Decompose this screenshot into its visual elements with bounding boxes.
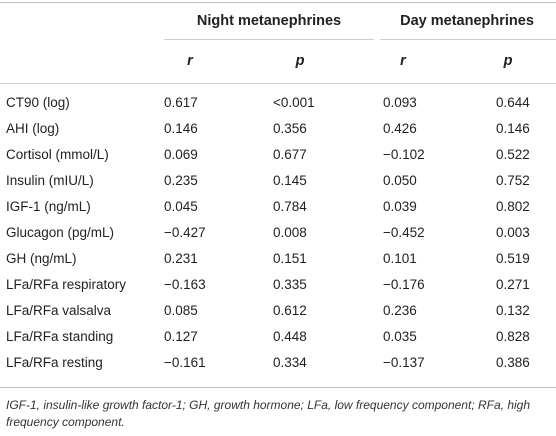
night-p-cell: 0.784 (273, 199, 307, 214)
subheader-day-r: r (400, 53, 406, 69)
night-r-cell: −0.163 (164, 277, 206, 292)
table-row: CT90 (log) 0.617 <0.001 0.093 0.644 (0, 95, 556, 121)
table-row: LFa/RFa respiratory −0.163 0.335 −0.176 … (0, 277, 556, 303)
row-label: IGF-1 (ng/mL) (6, 199, 91, 214)
night-p-cell: 0.008 (273, 225, 307, 240)
day-r-cell: 0.236 (383, 303, 417, 318)
day-r-cell: −0.137 (383, 355, 425, 370)
table-row: LFa/RFa resting −0.161 0.334 −0.137 0.38… (0, 355, 556, 381)
day-p-cell: 0.519 (496, 251, 530, 266)
night-r-cell: 0.231 (164, 251, 198, 266)
row-label: Glucagon (pg/mL) (6, 225, 115, 240)
table-top-rule (0, 2, 556, 3)
table-row: LFa/RFa valsalva 0.085 0.612 0.236 0.132 (0, 303, 556, 329)
night-r-cell: −0.427 (164, 225, 206, 240)
subheader-night-p: p (295, 53, 305, 69)
day-r-cell: −0.102 (383, 147, 425, 162)
day-p-cell: 0.003 (496, 225, 530, 240)
night-r-cell: −0.161 (164, 355, 206, 370)
day-p-cell: 0.146 (496, 121, 530, 136)
table-row: Insulin (mIU/L) 0.235 0.145 0.050 0.752 (0, 173, 556, 199)
day-r-cell: 0.093 (383, 95, 417, 110)
table-row: LFa/RFa standing 0.127 0.448 0.035 0.828 (0, 329, 556, 355)
row-label: LFa/RFa resting (6, 355, 103, 370)
night-p-cell: 0.677 (273, 147, 307, 162)
row-label: CT90 (log) (6, 95, 70, 110)
table-row: Glucagon (pg/mL) −0.427 0.008 −0.452 0.0… (0, 225, 556, 251)
day-r-cell: −0.452 (383, 225, 425, 240)
day-p-cell: 0.271 (496, 277, 530, 292)
night-p-cell: 0.448 (273, 329, 307, 344)
table-bottom-rule (0, 387, 556, 388)
row-label: AHI (log) (6, 121, 60, 136)
row-label: LFa/RFa valsalva (6, 303, 112, 318)
day-r-cell: 0.050 (383, 173, 417, 188)
day-r-cell: 0.039 (383, 199, 417, 214)
day-r-cell: 0.035 (383, 329, 417, 344)
row-label: Cortisol (mmol/L) (6, 147, 109, 162)
header-bottom-rule (0, 83, 556, 84)
day-r-cell: 0.101 (383, 251, 417, 266)
subheader-day-p: p (503, 53, 513, 69)
row-label: Insulin (mIU/L) (6, 173, 94, 188)
day-p-cell: 0.828 (496, 329, 530, 344)
night-p-cell: 0.356 (273, 121, 307, 136)
night-r-cell: 0.235 (164, 173, 198, 188)
row-label: LFa/RFa respiratory (6, 277, 127, 292)
subheader-night-r: r (187, 53, 193, 69)
night-p-cell: 0.334 (273, 355, 307, 370)
night-r-cell: 0.146 (164, 121, 198, 136)
table-footnote: IGF-1, insulin-like growth factor-1; GH,… (6, 398, 531, 429)
night-r-cell: 0.617 (164, 95, 198, 110)
group-underline-night (164, 39, 374, 40)
night-p-cell: 0.335 (273, 277, 307, 292)
night-r-cell: 0.127 (164, 329, 198, 344)
night-p-cell: 0.145 (273, 173, 307, 188)
day-p-cell: 0.752 (496, 173, 530, 188)
day-r-cell: 0.426 (383, 121, 417, 136)
day-p-cell: 0.644 (496, 95, 530, 110)
table-row: IGF-1 (ng/mL) 0.045 0.784 0.039 0.802 (0, 199, 556, 225)
night-p-cell: 0.151 (273, 251, 307, 266)
row-label: GH (ng/mL) (6, 251, 77, 266)
group-header-night: Night metanephrines (196, 13, 342, 29)
table-row: Cortisol (mmol/L) 0.069 0.677 −0.102 0.5… (0, 147, 556, 173)
night-p-cell: <0.001 (273, 95, 315, 110)
night-r-cell: 0.069 (164, 147, 198, 162)
day-p-cell: 0.386 (496, 355, 530, 370)
night-r-cell: 0.085 (164, 303, 198, 318)
night-r-cell: 0.045 (164, 199, 198, 214)
table-row: GH (ng/mL) 0.231 0.151 0.101 0.519 (0, 251, 556, 277)
group-underline-day (380, 39, 556, 40)
day-p-cell: 0.132 (496, 303, 530, 318)
group-header-day: Day metanephrines (400, 13, 534, 29)
table-row: AHI (log) 0.146 0.356 0.426 0.146 (0, 121, 556, 147)
night-p-cell: 0.612 (273, 303, 307, 318)
day-p-cell: 0.522 (496, 147, 530, 162)
day-p-cell: 0.802 (496, 199, 530, 214)
row-label: LFa/RFa standing (6, 329, 114, 344)
day-r-cell: −0.176 (383, 277, 425, 292)
